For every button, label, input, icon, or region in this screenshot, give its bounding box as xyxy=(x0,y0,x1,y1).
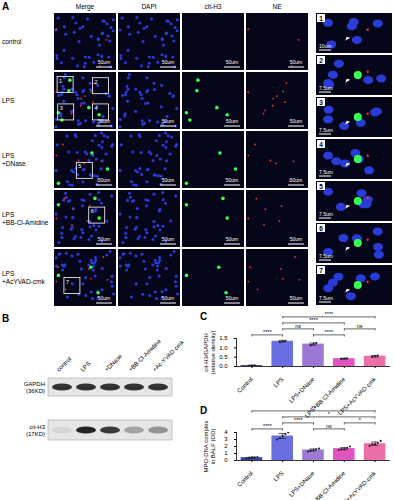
svg-text:7.5um: 7.5um xyxy=(319,295,333,301)
svg-text:Merge: Merge xyxy=(76,3,95,11)
svg-text:10um: 10um xyxy=(319,43,332,49)
svg-text:B: B xyxy=(2,313,9,324)
svg-text:ns: ns xyxy=(357,323,363,329)
svg-text:50um: 50um xyxy=(162,295,175,301)
svg-text:50um: 50um xyxy=(98,177,111,183)
svg-text:1: 1 xyxy=(59,78,62,84)
svg-text:LPS: LPS xyxy=(273,470,285,482)
svg-text:LPS+BB-Cl-Amidine: LPS+BB-Cl-Amidine xyxy=(304,470,347,500)
svg-text:4: 4 xyxy=(94,105,97,111)
svg-text:****: **** xyxy=(325,311,334,317)
svg-text:1: 1 xyxy=(224,450,228,456)
svg-text:control: control xyxy=(2,38,22,45)
svg-text:4: 4 xyxy=(224,429,228,435)
svg-text:50um: 50um xyxy=(290,236,303,242)
svg-text:7: 7 xyxy=(319,267,323,274)
svg-text:LPS+BB-Cl-Amidine: LPS+BB-Cl-Amidine xyxy=(2,211,49,226)
svg-text:****: **** xyxy=(325,329,334,335)
svg-text:LPS+DNase: LPS+DNase xyxy=(288,376,316,404)
svg-text:2: 2 xyxy=(224,443,228,449)
svg-text:LPS: LPS xyxy=(79,360,91,372)
svg-text:*: * xyxy=(328,411,331,417)
svg-text:+Ac-YVAD-cmk: +Ac-YVAD-cmk xyxy=(151,338,185,372)
svg-text:5: 5 xyxy=(319,183,323,190)
svg-text:50um: 50um xyxy=(290,118,303,124)
svg-text:****: **** xyxy=(263,329,272,335)
svg-text:0: 0 xyxy=(224,457,228,463)
svg-text:+DNase: +DNase xyxy=(103,353,123,373)
svg-text:0.0: 0.0 xyxy=(219,363,228,369)
svg-text:5: 5 xyxy=(78,163,81,169)
svg-text:2: 2 xyxy=(319,57,323,64)
svg-text:LPS+AcYVAD-cmk: LPS+AcYVAD-cmk xyxy=(337,469,378,500)
svg-text:LPS: LPS xyxy=(273,376,285,388)
svg-text:ns: ns xyxy=(295,323,301,329)
svg-text:4: 4 xyxy=(319,141,323,148)
svg-text:A: A xyxy=(2,1,9,12)
svg-text:50um: 50um xyxy=(98,59,111,65)
svg-text:GAPDH: GAPDH xyxy=(24,381,45,387)
svg-text:MPO-DNA complexin BALF (OD): MPO-DNA complexin BALF (OD) xyxy=(203,420,216,472)
svg-text:NE: NE xyxy=(272,3,282,10)
svg-text:*: * xyxy=(359,417,362,423)
svg-text:50um: 50um xyxy=(290,59,303,65)
svg-text:7.5um: 7.5um xyxy=(319,253,333,259)
svg-text:50um: 50um xyxy=(98,295,111,301)
svg-text:7.5um: 7.5um xyxy=(319,127,333,133)
svg-text:Control: Control xyxy=(236,376,254,394)
svg-text:cit-H3: cit-H3 xyxy=(29,424,45,430)
svg-text:LPS: LPS xyxy=(2,97,15,104)
svg-text:+BB-Cl-Amidine: +BB-Cl-Amidine xyxy=(127,338,162,373)
svg-text:7: 7 xyxy=(66,279,69,285)
svg-text:**: ** xyxy=(311,405,316,411)
svg-text:50um: 50um xyxy=(162,236,175,242)
svg-text:(36KD): (36KD) xyxy=(26,388,45,394)
svg-text:cit-H3/GAPDH(relative density): cit-H3/GAPDH(relative density) xyxy=(203,330,216,374)
svg-text:Control: Control xyxy=(236,470,254,488)
svg-text:50um: 50um xyxy=(290,295,303,301)
svg-text:7.5um: 7.5um xyxy=(319,85,333,91)
svg-text:(17KD): (17KD) xyxy=(26,431,45,437)
svg-text:50um: 50um xyxy=(162,177,175,183)
svg-text:****: **** xyxy=(309,317,318,323)
svg-text:cit-H3: cit-H3 xyxy=(205,3,222,10)
svg-text:1: 1 xyxy=(319,15,323,22)
svg-text:50um: 50um xyxy=(97,118,111,124)
svg-text:50um: 50um xyxy=(226,295,239,301)
svg-text:3: 3 xyxy=(60,105,63,111)
svg-text:DAPI: DAPI xyxy=(141,3,156,10)
svg-text:2: 2 xyxy=(94,79,97,85)
svg-text:50um: 50um xyxy=(226,236,239,242)
svg-text:50um: 50um xyxy=(226,59,239,65)
svg-text:C: C xyxy=(200,311,207,322)
svg-text:50um: 50um xyxy=(98,236,111,242)
svg-text:3: 3 xyxy=(224,436,228,442)
svg-text:50um: 50um xyxy=(162,59,175,65)
svg-text:0.5: 0.5 xyxy=(219,354,228,360)
svg-text:LPS+DNase: LPS+DNase xyxy=(2,152,26,167)
svg-text:****: **** xyxy=(263,423,272,429)
svg-text:6: 6 xyxy=(91,208,94,214)
svg-text:50um: 50um xyxy=(162,118,175,124)
svg-text:50um: 50um xyxy=(226,118,239,124)
svg-text:D: D xyxy=(200,405,207,416)
svg-text:LPS+AcYVAD-cmk: LPS+AcYVAD-cmk xyxy=(2,270,45,285)
svg-text:6: 6 xyxy=(319,225,323,232)
svg-text:3: 3 xyxy=(319,99,323,106)
svg-text:control: control xyxy=(55,356,72,373)
svg-text:LPS+DNase: LPS+DNase xyxy=(288,470,316,498)
svg-text:7.5um: 7.5um xyxy=(319,169,333,175)
svg-text:50um: 50um xyxy=(290,177,303,183)
svg-text:ns: ns xyxy=(326,423,332,429)
svg-text:7.5um: 7.5um xyxy=(319,211,333,217)
svg-text:1.5: 1.5 xyxy=(219,335,228,341)
svg-text:50um: 50um xyxy=(226,177,239,183)
svg-text:LPS+BB-Cl-Amidine: LPS+BB-Cl-Amidine xyxy=(303,376,347,419)
svg-text:LPS+AcYVAD-cmk: LPS+AcYVAD-cmk xyxy=(337,375,378,416)
svg-text:****: **** xyxy=(294,417,303,423)
svg-text:1.0: 1.0 xyxy=(219,345,228,351)
